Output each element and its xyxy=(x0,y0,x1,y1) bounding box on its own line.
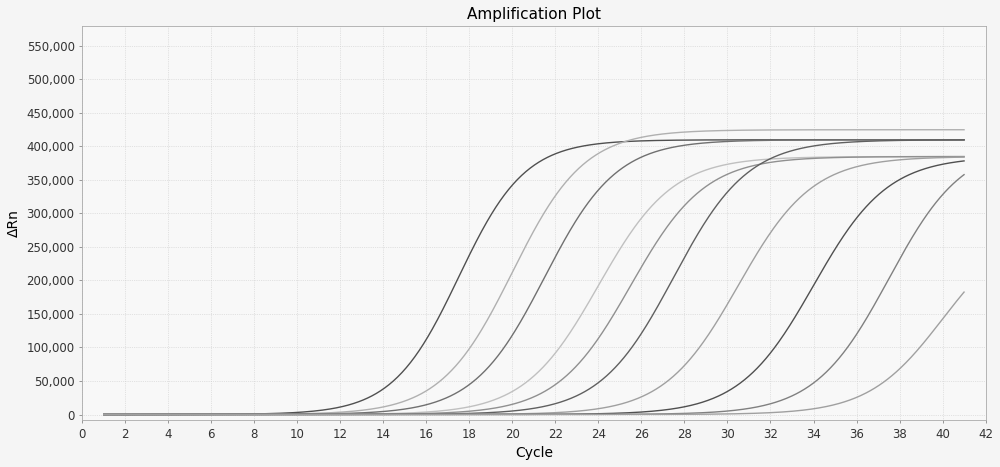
Title: Amplification Plot: Amplification Plot xyxy=(467,7,601,22)
Y-axis label: ΔRn: ΔRn xyxy=(7,209,21,237)
X-axis label: Cycle: Cycle xyxy=(515,446,553,460)
